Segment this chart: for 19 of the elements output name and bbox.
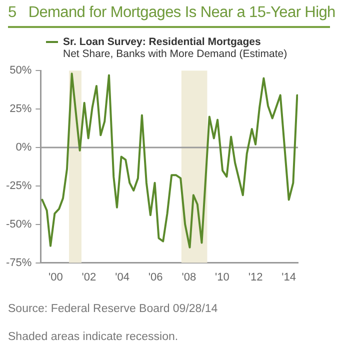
x-tick-label: '10: [215, 271, 230, 284]
text: Shaded areas indicate recession.: [8, 330, 180, 345]
y-tick-label: -75%: [6, 256, 32, 269]
chart-title: 5 Demand for Mortgages Is Near a 15-Year High: [8, 4, 336, 23]
y-tick-label: 50%: [10, 64, 32, 77]
x-tick-label: '04: [115, 271, 130, 284]
chart-subtitle: Net Share, Banks with More Demand (Estimate): [62, 48, 288, 60]
y-tick-label: -25%: [6, 180, 32, 192]
source-note: Source: Federal Reserve Board 09/28/14: [8, 302, 219, 317]
x-tick-label: '08: [182, 271, 196, 284]
x-tick-label: '02: [82, 271, 96, 284]
y-tick-label: 25%: [10, 103, 32, 116]
y-tick-label: 0%: [16, 142, 32, 154]
x-tick-label: '06: [148, 271, 163, 284]
y-tick-label: -50%: [6, 218, 32, 230]
legend-label: Sr. Loan Survey: Residential Mortgages: [63, 36, 261, 48]
x-tick-label: '14: [282, 271, 296, 284]
x-tick-label: '00: [48, 271, 63, 284]
x-tick-label: '12: [248, 271, 263, 284]
